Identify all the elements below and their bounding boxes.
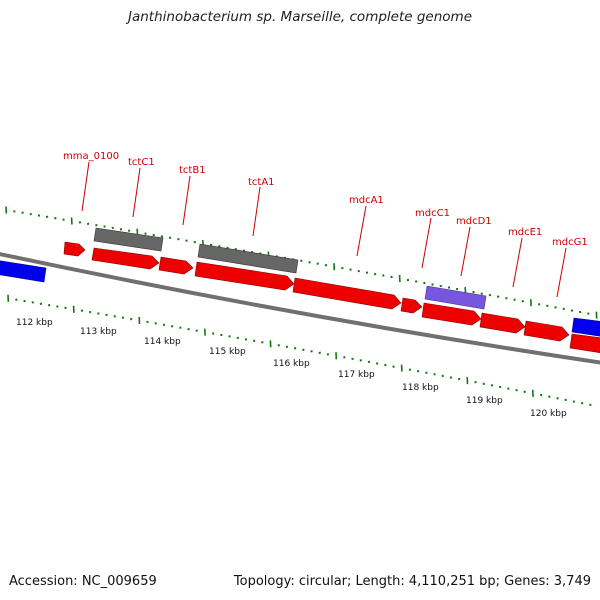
cds-mdcg1: [569, 333, 600, 353]
genome-backbone: [0, 252, 600, 365]
cds-features: [63, 241, 600, 353]
gene-label-mdca1: mdcA1: [349, 195, 384, 206]
grey-feature-2: [197, 243, 299, 274]
scale-label-120: 120 kbp: [530, 409, 567, 419]
purple-feature: [424, 285, 487, 310]
leader-tctb1: [182, 175, 191, 226]
accession-text: Accession: NC_009659: [9, 574, 157, 589]
scale-label-116: 116 kbp: [273, 359, 310, 369]
scale-label-114: 114 kbp: [144, 337, 181, 347]
cds-mdca1: [292, 277, 402, 310]
map-title: Janthinobacterium sp. Marseille, complet…: [127, 9, 473, 25]
cds-tctb1: [158, 256, 194, 275]
gene-label-tctb1: tctB1: [179, 165, 206, 176]
upper-tick-track: [5, 206, 598, 319]
leader-mdcd1: [460, 226, 471, 277]
cds-mdcc1: [421, 302, 482, 326]
scale-label-118: 118 kbp: [402, 383, 439, 393]
cds-mdca1-small: [400, 297, 423, 314]
gene-label-mdce1: mdcE1: [508, 227, 542, 238]
blue-feature-right: [571, 317, 600, 337]
cds-mdce1: [523, 320, 570, 342]
scale-labels: 112 kbp 113 kbp 114 kbp 115 kbp 116 kbp …: [16, 318, 567, 419]
cds-mdcd1: [479, 312, 526, 334]
leader-mdce1: [512, 237, 523, 288]
leader-mdcg1: [556, 247, 567, 298]
gene-label-mma-0100: mma_0100: [63, 151, 119, 162]
leader-tctc1: [132, 167, 141, 218]
scale-label-115: 115 kbp: [209, 347, 246, 357]
leader-tcta1: [252, 186, 261, 237]
leader-mma-0100: [81, 161, 90, 212]
scale-label-117: 117 kbp: [338, 370, 375, 380]
scale-label-119: 119 kbp: [466, 396, 503, 406]
scale-label-112: 112 kbp: [16, 318, 53, 328]
leader-mdca1: [356, 205, 367, 257]
gene-label-mdcd1: mdcD1: [456, 216, 492, 227]
gene-label-mdcg1: mdcG1: [552, 237, 588, 248]
gene-label-tcta1: tctA1: [248, 177, 275, 188]
cds-tcta1: [194, 261, 295, 291]
gene-leader-lines: [81, 161, 567, 298]
grey-features: [93, 227, 299, 274]
leader-mdcc1: [421, 217, 432, 269]
gene-label-mdcc1: mdcC1: [415, 208, 450, 219]
cds-tctc1: [91, 247, 160, 270]
scale-label-113: 113 kbp: [80, 327, 117, 337]
gene-label-tctc1: tctC1: [128, 157, 155, 168]
grey-feature-1: [93, 227, 164, 252]
cds-mma-0100: [63, 241, 86, 257]
genome-summary-text: Topology: circular; Length: 4,110,251 bp…: [233, 574, 591, 589]
lower-tick-track: [7, 294, 592, 406]
gene-labels: mma_0100 tctC1 tctB1 tctA1 mdcA1 mdcC1 m…: [63, 151, 588, 248]
blue-feature-left: [0, 260, 47, 283]
